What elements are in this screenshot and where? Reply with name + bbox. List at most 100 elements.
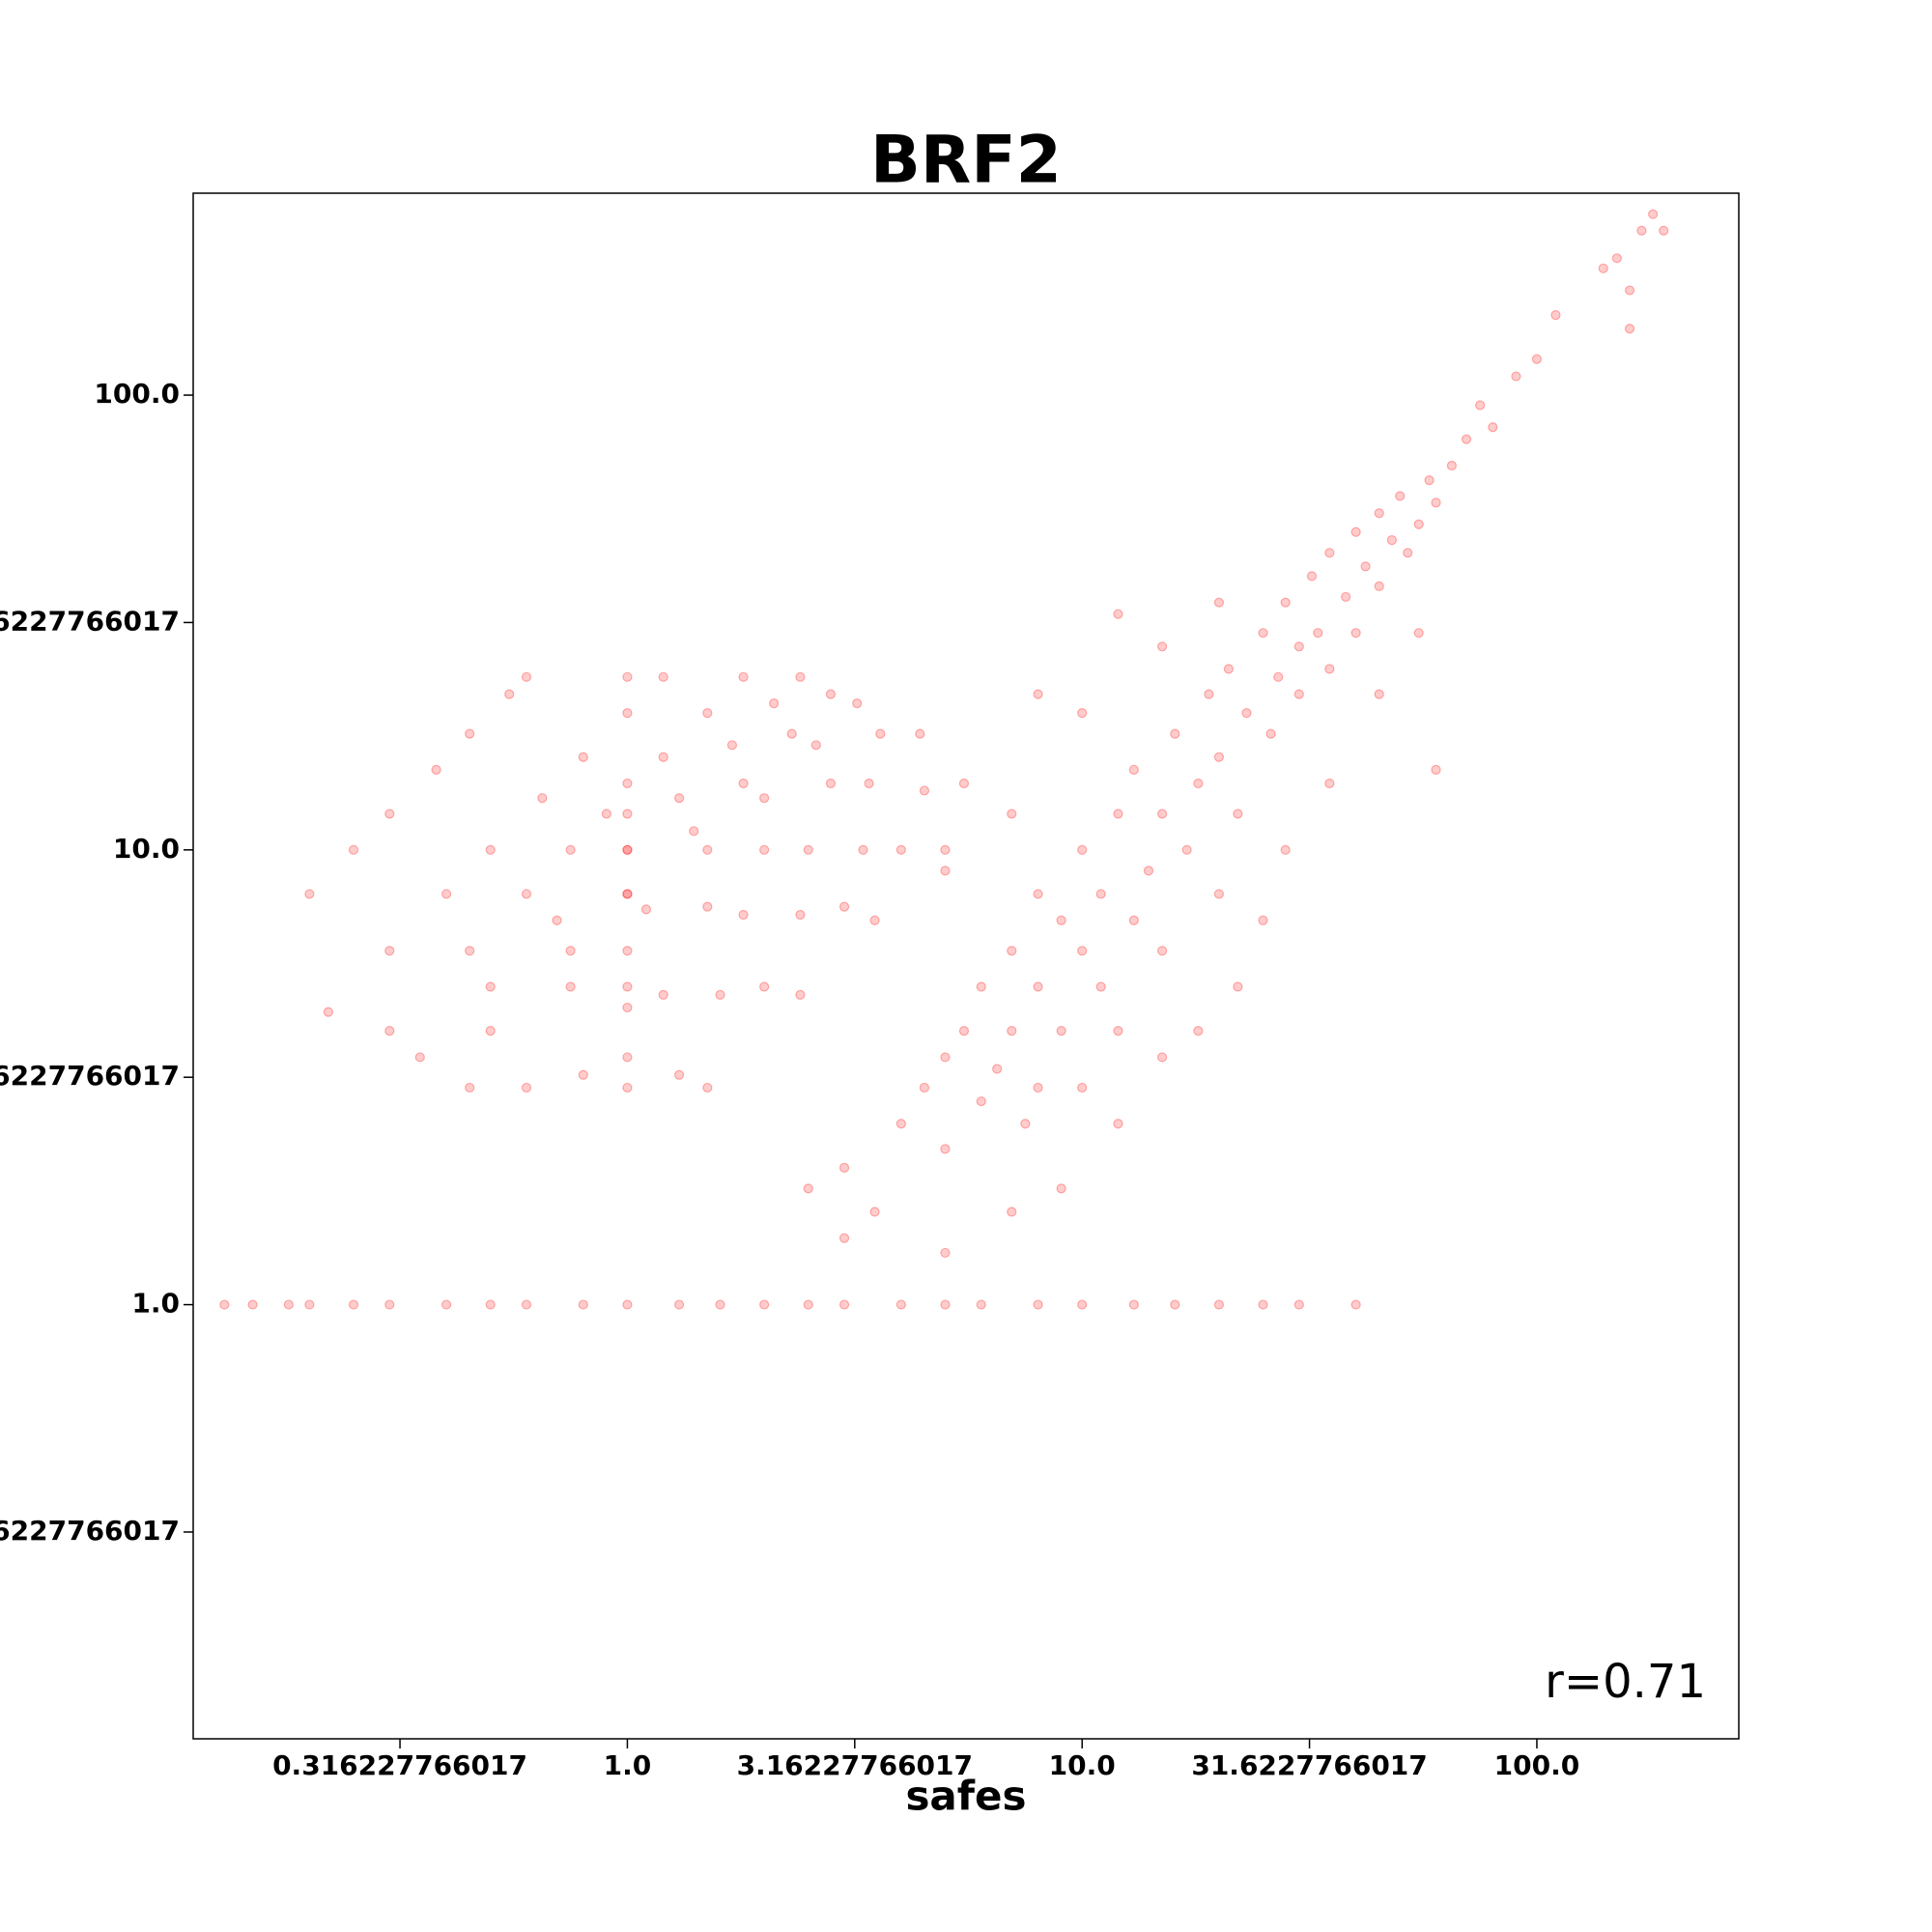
- point: [283, 1299, 294, 1310]
- point: [622, 1299, 633, 1310]
- point: [1170, 728, 1180, 739]
- point: [1659, 225, 1669, 236]
- y-tick-label: 10.0: [113, 833, 180, 865]
- point: [465, 728, 475, 739]
- point: [919, 1082, 930, 1094]
- point: [1431, 764, 1441, 776]
- point: [1170, 1299, 1180, 1310]
- x-tick-label: 31.6227766017: [1191, 1749, 1427, 1781]
- point: [537, 793, 548, 804]
- point: [1113, 609, 1123, 619]
- point: [940, 866, 951, 876]
- point: [1223, 664, 1234, 674]
- point: [348, 844, 359, 855]
- point: [1446, 460, 1457, 471]
- point: [1077, 946, 1088, 956]
- point: [940, 1052, 951, 1063]
- point: [795, 989, 806, 1000]
- point: [1293, 641, 1304, 652]
- point: [1403, 548, 1413, 558]
- point: [726, 740, 738, 751]
- point: [304, 1299, 315, 1310]
- point: [552, 915, 562, 925]
- point: [1636, 225, 1647, 236]
- point: [940, 1299, 951, 1310]
- point: [1020, 1119, 1031, 1129]
- point: [1193, 778, 1204, 789]
- point: [1360, 561, 1371, 572]
- point: [1113, 809, 1123, 819]
- point: [622, 889, 633, 899]
- point: [1056, 915, 1066, 925]
- point: [1033, 981, 1043, 992]
- point: [1611, 253, 1622, 264]
- point: [384, 946, 395, 956]
- point: [1095, 981, 1106, 992]
- point: [702, 707, 713, 719]
- point: [521, 1299, 532, 1310]
- point: [976, 1299, 986, 1310]
- x-axis-label: safes: [905, 1773, 1026, 1820]
- point: [958, 1026, 970, 1037]
- x-tick-label: 0.316227766017: [272, 1749, 527, 1781]
- point: [689, 826, 699, 837]
- point: [852, 698, 863, 709]
- point: [803, 844, 813, 855]
- point: [1007, 809, 1017, 819]
- point: [976, 981, 986, 992]
- point: [1265, 728, 1276, 739]
- point: [940, 1247, 951, 1259]
- point: [992, 1064, 1003, 1074]
- point: [838, 1299, 850, 1310]
- point: [622, 844, 633, 855]
- point: [1033, 1299, 1043, 1310]
- point: [601, 809, 611, 819]
- point: [1413, 519, 1424, 529]
- point: [622, 1082, 633, 1094]
- point: [485, 981, 496, 992]
- y-tick-label: 1.0: [131, 1288, 180, 1320]
- point: [219, 1299, 230, 1310]
- point: [858, 844, 868, 855]
- point: [738, 671, 749, 682]
- point: [803, 1183, 813, 1194]
- point: [1374, 689, 1384, 699]
- point: [869, 1207, 880, 1217]
- point: [1077, 1082, 1088, 1094]
- point: [1213, 889, 1225, 899]
- point: [1258, 915, 1268, 925]
- point: [1395, 491, 1406, 501]
- x-tick-label: 100.0: [1494, 1749, 1580, 1781]
- point: [1273, 671, 1284, 682]
- point: [803, 1299, 813, 1310]
- point: [895, 1299, 906, 1310]
- point: [384, 1299, 395, 1310]
- y-tick-label: 31.6227766017: [0, 605, 180, 637]
- point: [622, 1052, 633, 1063]
- point: [1143, 866, 1154, 876]
- point: [1077, 707, 1088, 719]
- point: [838, 901, 850, 912]
- point: [738, 909, 749, 921]
- point: [1461, 434, 1472, 444]
- point: [565, 844, 576, 855]
- point: [414, 1052, 425, 1063]
- point: [864, 778, 874, 789]
- point: [1374, 581, 1384, 591]
- point: [622, 981, 633, 992]
- annotation: r=0.71: [1545, 1655, 1706, 1709]
- point: [1424, 475, 1435, 486]
- point: [323, 1007, 333, 1017]
- point: [1233, 981, 1243, 992]
- point: [1324, 778, 1335, 789]
- y-tick-label: 100.0: [94, 378, 180, 410]
- point: [1113, 1119, 1123, 1129]
- point: [1550, 310, 1561, 321]
- point: [1258, 1299, 1268, 1310]
- point: [759, 981, 770, 992]
- point: [1128, 915, 1139, 925]
- point: [1156, 809, 1168, 819]
- point: [1350, 526, 1361, 537]
